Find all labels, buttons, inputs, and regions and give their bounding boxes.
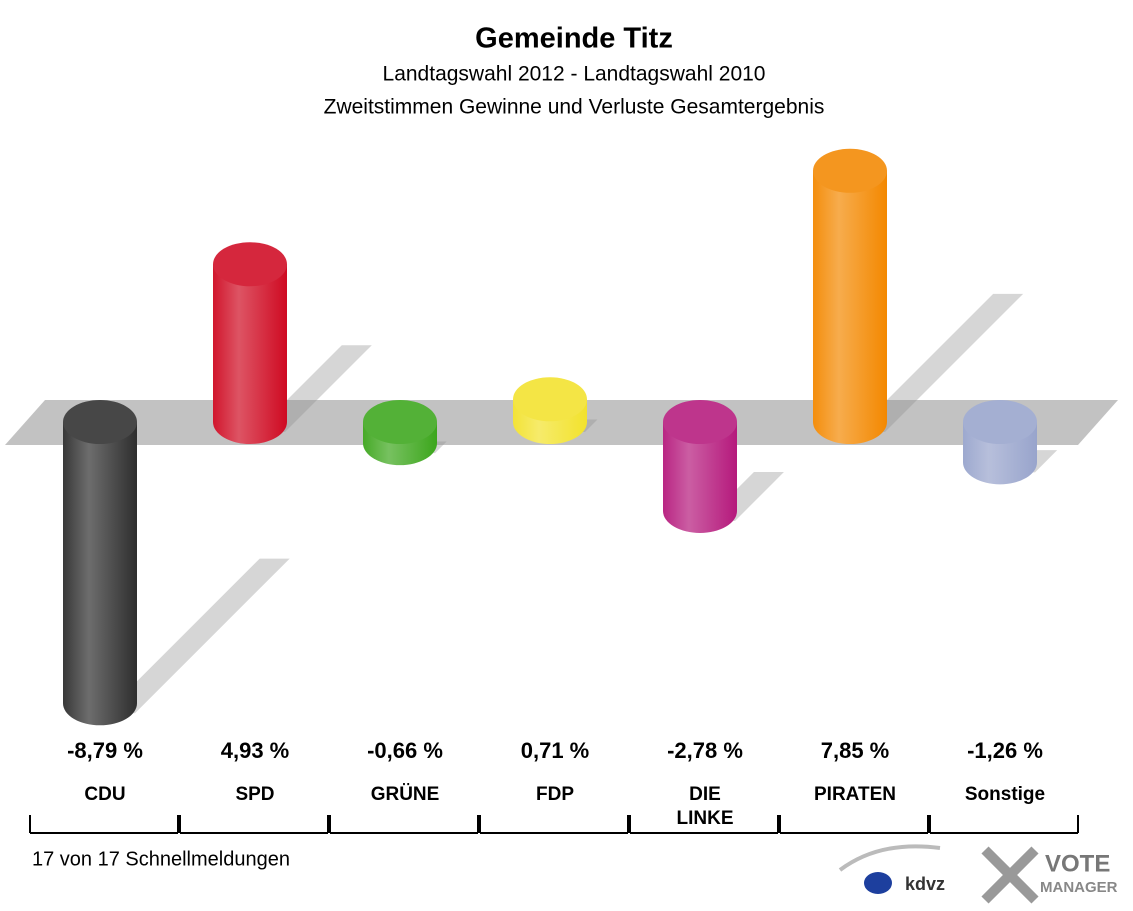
logo-text: VOTE [1045, 850, 1110, 877]
x-tick-label: PIRATEN [814, 784, 896, 805]
bar [813, 170, 887, 422]
value-label: -8,79 % [67, 738, 143, 763]
bar-top [63, 400, 137, 444]
bar [213, 264, 287, 422]
bar-bottom [963, 440, 1037, 485]
chart-subtitle: Zweitstimmen Gewinne und Verluste Gesamt… [324, 96, 825, 119]
logo-cross [981, 846, 1039, 904]
bar-bottom [63, 681, 137, 726]
bar-bottom [813, 400, 887, 444]
bar-shadow [105, 558, 290, 714]
bar-bottom [663, 488, 737, 533]
bar [63, 422, 137, 704]
value-label: 4,93 % [221, 738, 290, 763]
bar-bottom [213, 400, 287, 444]
logo-text: MANAGER [1040, 879, 1118, 896]
bar-top [663, 400, 737, 444]
value-label: -1,26 % [967, 738, 1043, 763]
x-tick-label: FDP [536, 784, 574, 805]
value-label: 7,85 % [821, 738, 890, 763]
bar-top [813, 148, 887, 193]
logo-swoosh [838, 844, 941, 872]
chart-subtitle: Landtagswahl 2012 - Landtagswahl 2010 [383, 63, 766, 86]
bar-top [513, 377, 587, 422]
logo-icon [864, 872, 892, 894]
x-tick-label: GRÜNE [370, 784, 440, 805]
bar-top [963, 400, 1037, 444]
value-label: -0,66 % [367, 738, 443, 763]
x-tick-label: Sonstige [964, 784, 1046, 805]
x-tick-label: DIE LINKE [676, 784, 734, 829]
value-label: -2,78 % [667, 738, 743, 763]
value-label: 0,71 % [521, 738, 590, 763]
x-tick-label: SPD [235, 784, 275, 805]
x-tick-label: CDU [84, 784, 126, 805]
footnote: 17 von 17 Schnellmeldungen [32, 848, 290, 870]
bar-shadow [855, 293, 1024, 432]
bar-top [363, 400, 437, 444]
chart-title: Gemeinde Titz [475, 23, 673, 55]
bar-top [213, 242, 287, 287]
logo-text: kdvz [905, 874, 945, 894]
